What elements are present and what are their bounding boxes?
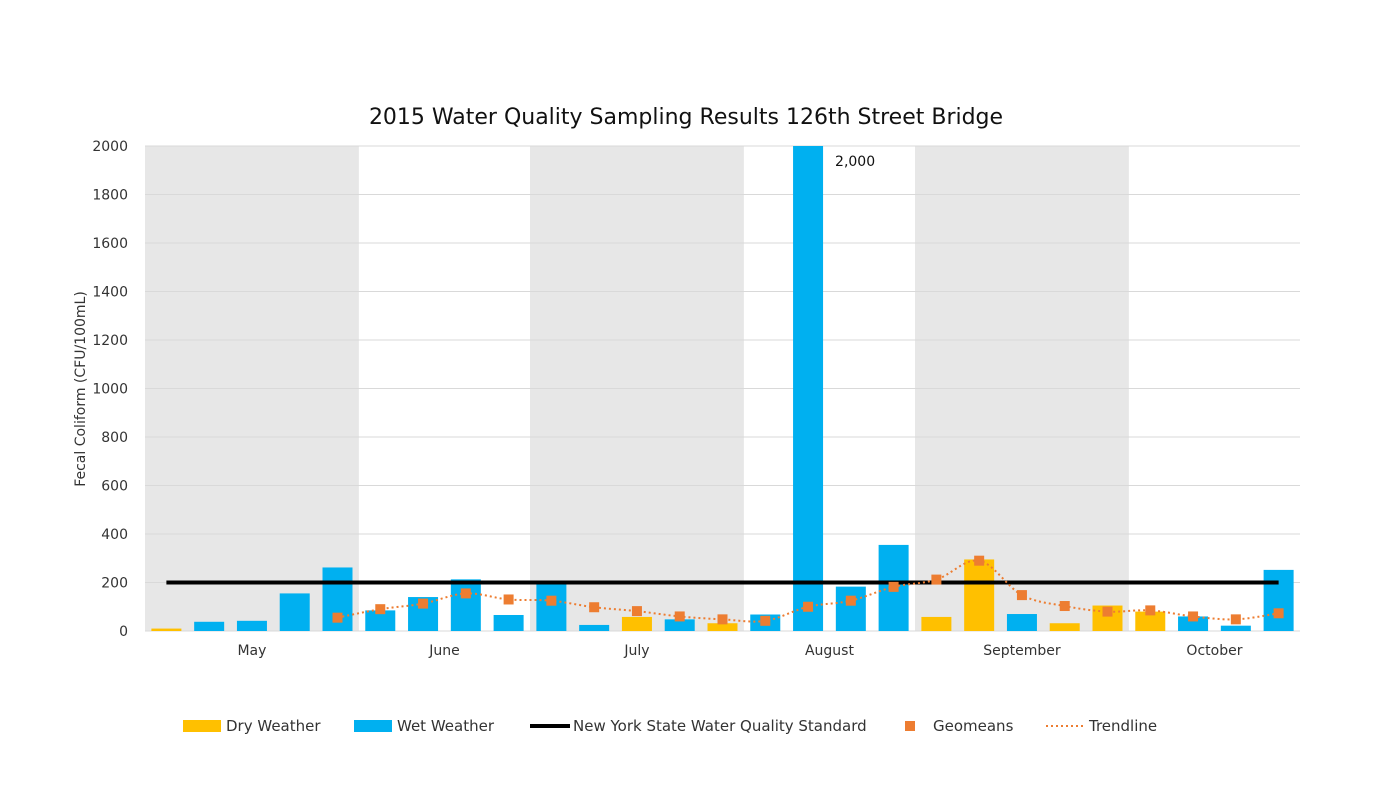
wet-weather-bar [835, 586, 866, 631]
wet-weather-bar [536, 583, 567, 631]
trendline [337, 559, 1279, 623]
geomean-point [503, 594, 514, 605]
legend-label: Wet Weather [397, 717, 495, 735]
wet-weather-bar [664, 619, 695, 631]
geomean-point [931, 574, 942, 585]
data-labels: 2,000 [835, 154, 875, 170]
wet-weather-bar [1178, 616, 1209, 631]
x-axis-month-labels: May June July August September October [237, 643, 1242, 659]
y-tick-label: 200 [101, 576, 128, 592]
geomean-point [332, 612, 343, 623]
wet-weather-bar [493, 614, 524, 631]
geomean-point [717, 614, 728, 625]
wet-weather-bar [236, 620, 267, 631]
geomean-point [1230, 614, 1241, 625]
y-tick-label: 0 [119, 624, 128, 640]
geomean-point [546, 595, 557, 606]
y-tick-label: 800 [101, 430, 128, 446]
bar-series [151, 146, 1294, 631]
geomeans-series [332, 555, 1284, 626]
wet-weather-bar [1220, 625, 1251, 631]
geomean-point [1016, 590, 1027, 601]
dry-weather-bar [1049, 623, 1080, 631]
geomean-point [631, 606, 642, 617]
geomean-point [589, 602, 600, 613]
dry-weather-bar [921, 616, 952, 631]
geomean-point [460, 588, 471, 599]
geomean-point [1102, 606, 1113, 617]
wet-weather-bar [279, 593, 310, 631]
geomean-point [1145, 605, 1156, 616]
legend-label: Trendline [1088, 717, 1157, 735]
x-tick-label: May [237, 643, 266, 659]
wet-weather-bar [1263, 569, 1294, 631]
geomean-point [674, 611, 685, 622]
x-tick-label: June [428, 643, 460, 659]
bar-data-label: 2,000 [835, 154, 875, 170]
geomean-point [1188, 611, 1199, 622]
wet-weather-bar [1006, 614, 1037, 631]
legend-label: Dry Weather [226, 717, 321, 735]
x-tick-label: September [983, 643, 1061, 659]
legend-swatch-dry [183, 720, 221, 732]
dry-weather-bar [621, 616, 652, 631]
y-tick-label: 400 [101, 527, 128, 543]
wet-weather-bar [579, 624, 610, 631]
x-tick-label: October [1186, 643, 1242, 659]
geomean-point [418, 598, 429, 609]
wet-weather-bar [194, 621, 225, 631]
y-tick-label: 1600 [92, 236, 128, 252]
geomean-point [760, 615, 771, 626]
dry-weather-bar [151, 628, 182, 631]
geomean-point [974, 555, 985, 566]
dry-weather-bar [707, 623, 738, 631]
y-tick-label: 2000 [92, 139, 128, 155]
legend-swatch-wet [354, 720, 392, 732]
chart-title: 2015 Water Quality Sampling Results 126t… [369, 105, 1003, 130]
legend: Dry Weather Wet Weather New York State Wat… [183, 717, 1157, 735]
x-tick-label: July [623, 643, 649, 659]
geomean-point [1273, 608, 1284, 619]
dry-weather-bar [1135, 611, 1166, 631]
y-axis-ticks: 0 200 400 600 800 1000 1200 1400 1600 1800 2000 [92, 139, 128, 640]
y-tick-label: 1400 [92, 285, 128, 301]
geomean-point [1059, 601, 1070, 612]
legend-label: New York State Water Quality Standard [573, 717, 867, 735]
geomean-point [375, 604, 386, 615]
wet-weather-bar [365, 610, 396, 631]
x-tick-label: August [805, 643, 855, 659]
geomean-point [888, 581, 899, 592]
legend-swatch-geomeans [905, 721, 915, 731]
y-tick-label: 1200 [92, 333, 128, 349]
wet-weather-bar [450, 579, 481, 631]
wet-weather-bar [793, 146, 824, 631]
dry-weather-bar [964, 559, 995, 631]
legend-label: Geomeans [933, 717, 1014, 735]
geomean-point [803, 601, 814, 612]
geomean-point [845, 595, 856, 606]
y-axis-label: Fecal Coliform (CFU/100mL) [73, 291, 89, 487]
y-tick-label: 1000 [92, 382, 128, 398]
y-tick-label: 1800 [92, 188, 128, 204]
y-tick-label: 600 [101, 479, 128, 495]
trendline-series [337, 559, 1279, 623]
